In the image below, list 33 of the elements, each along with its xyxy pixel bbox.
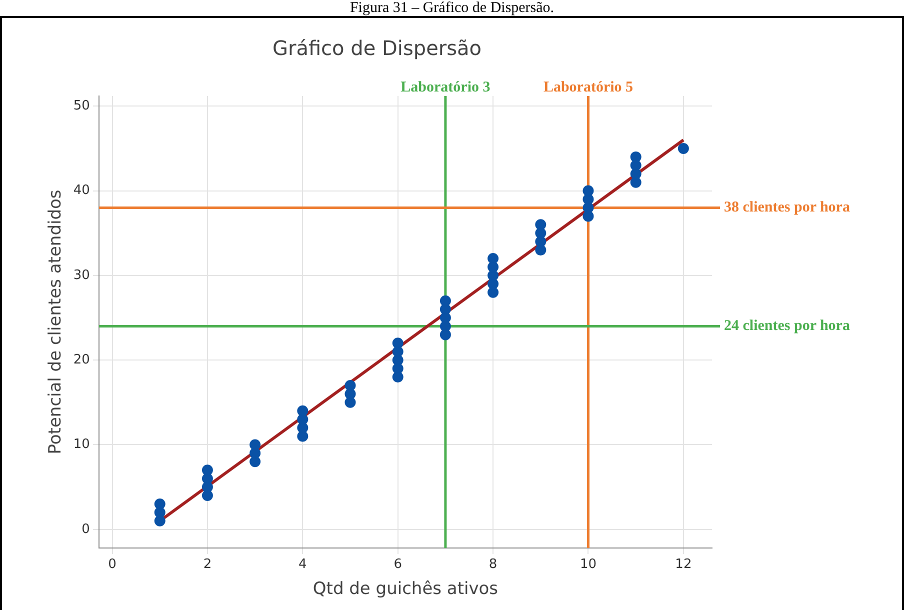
y-tick-label: 30 [73, 268, 90, 283]
x-axis-title: Qtd de guichês ativos [312, 579, 498, 600]
x-tick-label: 10 [580, 557, 597, 572]
ref-line-label: 24 clientes por hora [724, 318, 850, 334]
x-tick-label: 12 [675, 557, 692, 572]
point [582, 185, 594, 196]
x-tick-label: 8 [488, 557, 498, 572]
y-tick-label: 10 [73, 437, 90, 452]
y-tick-label: 20 [73, 352, 90, 368]
ref-line-label: Laboratório 3 [400, 79, 490, 96]
point [297, 405, 308, 416]
y-tick-label: 40 [73, 183, 90, 198]
x-tick-label: 0 [108, 557, 116, 572]
point [535, 219, 546, 230]
chart-title: Gráfico de Dispersão [272, 36, 482, 60]
y-axis-title: Potencial de clientes atendidos [46, 190, 66, 454]
y-tick-label: 0 [82, 522, 90, 537]
ref-line-label: 38 clientes por hora [724, 200, 850, 216]
point [250, 439, 261, 450]
text: Figura 31 – Gráfico de Dispersão. [0, 0, 904, 18]
point [488, 253, 499, 264]
point [392, 338, 404, 349]
point [344, 380, 356, 391]
point [440, 295, 451, 306]
ref-line-label: Laboratório 5 [543, 79, 634, 96]
point [154, 498, 166, 510]
y-tick-label: 50 [73, 98, 90, 114]
point [678, 142, 689, 154]
x-tick-label: 6 [394, 557, 402, 572]
point [630, 151, 642, 162]
x-tick-label: 4 [298, 557, 307, 572]
x-tick-label: 2 [203, 557, 212, 572]
point [202, 464, 213, 476]
